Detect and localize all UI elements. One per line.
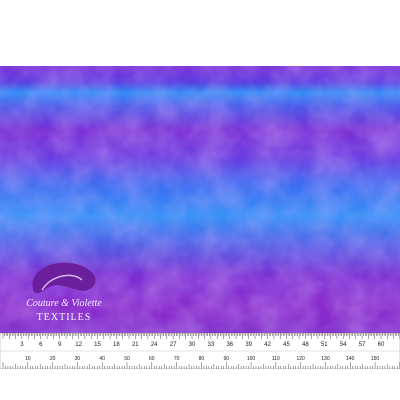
fabric-texture: [0, 66, 400, 334]
inch-label: 42: [264, 342, 271, 348]
cm-label: 80: [199, 356, 205, 362]
inch-label: 18: [113, 342, 120, 348]
cm-label: 40: [99, 356, 105, 362]
logo-brand: TEXTILES: [37, 312, 92, 323]
inch-label: 15: [94, 342, 101, 348]
inch-label: 27: [170, 342, 177, 348]
inch-label: 45: [283, 342, 290, 348]
cm-label: 150: [371, 356, 380, 362]
logo-swoosh: [32, 262, 96, 294]
cm-label: 100: [247, 356, 256, 362]
cm-label: 140: [346, 356, 355, 362]
cm-label: 90: [223, 356, 229, 362]
inch-label: 24: [151, 342, 158, 348]
inch-label: 33: [208, 342, 215, 348]
inch-label: 36: [226, 342, 233, 348]
logo-accent: [41, 274, 83, 291]
inch-label: 57: [359, 342, 366, 348]
logo-script: Couture & Violette: [26, 298, 102, 309]
inch-label: 3: [20, 342, 24, 348]
fabric-swatch: [0, 66, 400, 334]
inch-label: 60: [378, 342, 385, 348]
logo: Couture & Violette TEXTILES: [26, 262, 102, 323]
cm-label: 60: [149, 356, 155, 362]
cm-label: 70: [174, 356, 180, 362]
cm-label: 30: [75, 356, 81, 362]
cm-label: 50: [124, 356, 130, 362]
cm-label: 20: [50, 356, 56, 362]
inch-label: 30: [189, 342, 196, 348]
inch-label: 48: [302, 342, 309, 348]
inch-label: 9: [58, 342, 62, 348]
cm-label: 110: [272, 356, 280, 362]
cm-label: 130: [321, 356, 330, 362]
inch-label: 6: [39, 342, 43, 348]
inch-label: 51: [321, 342, 328, 348]
inch-label: 12: [75, 342, 82, 348]
cm-label: 10: [25, 356, 31, 362]
inch-label: 39: [245, 342, 252, 348]
inch-label: 54: [340, 342, 347, 348]
cm-label: 120: [296, 356, 305, 362]
inch-label: 21: [132, 342, 139, 348]
